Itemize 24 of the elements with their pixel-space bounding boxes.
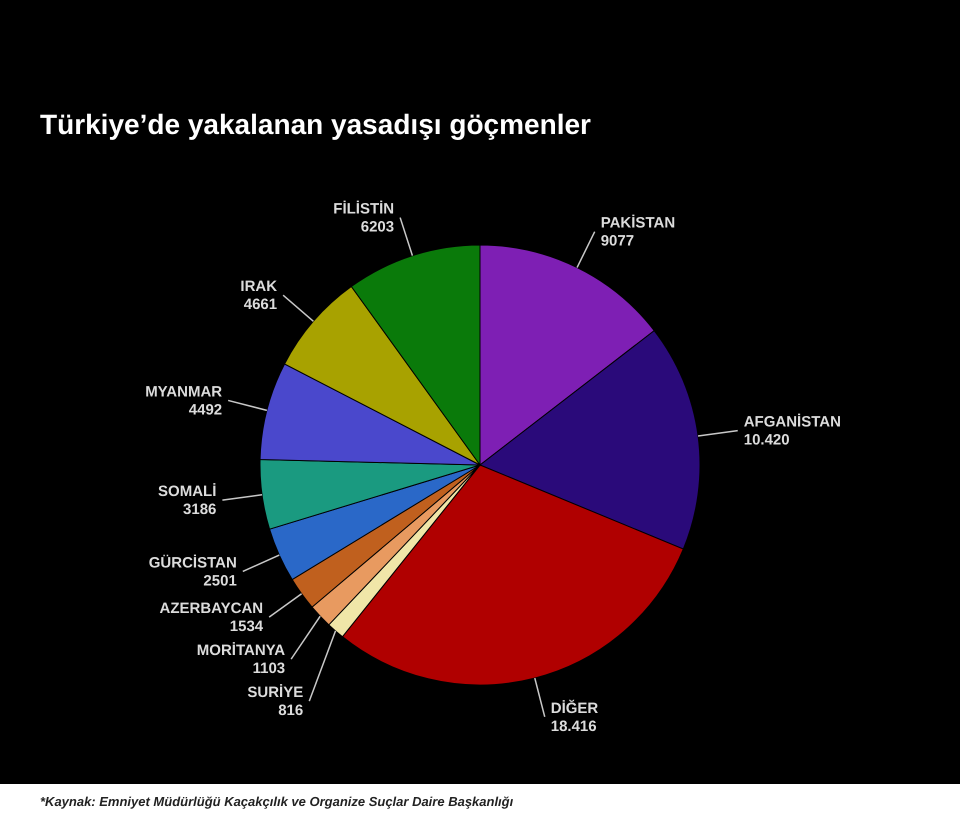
data-label: 1534 [230,618,264,636]
slice-label: GÜRCİSTAN [148,554,237,572]
data-label: 4661 [244,296,278,314]
data-label: 18.416 [550,718,597,735]
slice-label: PAKİSTAN [600,214,676,232]
text: *Kaynak: Emniyet Müdürlüğü Kaçakçılık ve Organize Suçlar Daire Başkanlığı [40,794,514,809]
slice-label: SOMALİ [158,483,216,500]
slice-label: AZERBAYCAN [160,600,264,618]
slice-label: MYANMAR [145,383,222,400]
slice-label: SURİYE [247,684,304,702]
data-label: 3186 [183,501,216,518]
data-label: 1103 [252,660,286,678]
slice-label: IRAK [240,278,278,296]
data-label: 2501 [203,572,237,590]
data-label: 4492 [188,401,222,418]
slice-label: MORİTANYA [196,642,286,660]
slice-label: DİĞER [550,698,598,717]
chart-title: Türkiye’de yakalanan yasadışı göçmenler [40,109,592,140]
data-label: 6203 [360,218,394,236]
slice-label: AFGANİSTAN [744,414,841,431]
data-label: 10.420 [744,432,790,449]
data-label: 9077 [600,232,634,250]
slice-label: FİLİSTİN [333,200,394,218]
data-label: 816 [278,702,304,720]
